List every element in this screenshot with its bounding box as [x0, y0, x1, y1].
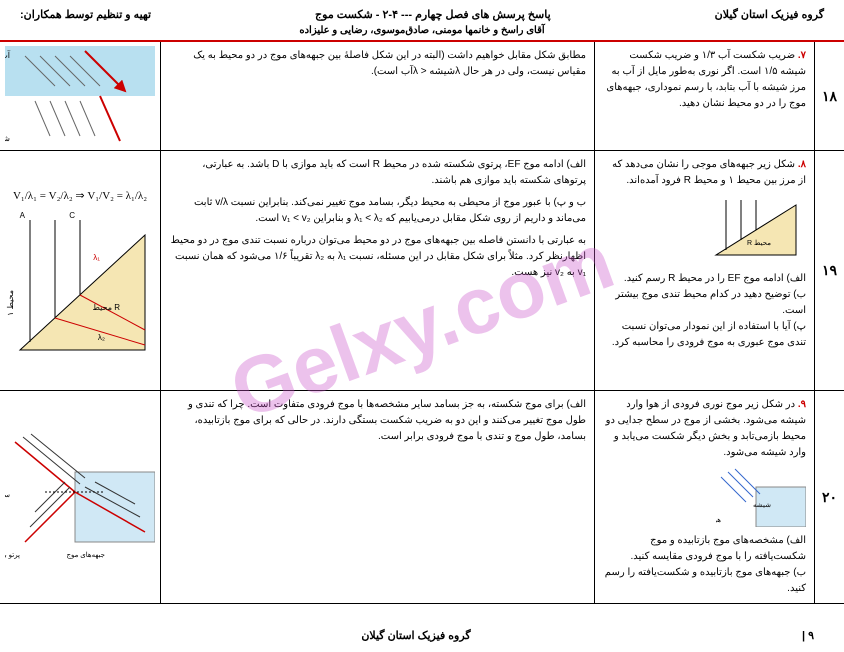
- question-text-a: در شکل زیر موج نوری فرودی از هوا وارد شی…: [606, 399, 806, 458]
- question-text-d: پ) آیا با استفاده از این نمودار می‌توان …: [603, 319, 806, 351]
- svg-text:شیشه: شیشه: [5, 134, 10, 143]
- svg-text:سطح شیشه: سطح شیشه: [5, 491, 10, 499]
- question-number: ۷.: [798, 50, 806, 61]
- footer-center: گروه فیزیک استان گیلان: [361, 629, 470, 642]
- answer-text-b: ب و پ) با عبور موج از محیطی به محیط دیگر…: [169, 195, 586, 227]
- svg-text:محیط ۱: محیط ۱: [6, 290, 15, 316]
- header-contributors: آقای راسخ و خانمها مومنی، صادق‌موسوی، رض…: [20, 25, 824, 36]
- svg-text:C: C: [69, 211, 75, 220]
- svg-text:λ₁: λ₁: [93, 253, 100, 262]
- header-left: تهیه و تنظیم توسط همکاران:: [20, 8, 151, 21]
- row-number: ۱۹: [814, 151, 844, 390]
- answer-text: الف) برای موج شکسته، به جز بسامد سایر مش…: [188, 399, 586, 442]
- question-cell: ۹. در شکل زیر موج نوری فرودی از هوا وارد…: [594, 391, 814, 603]
- svg-text:پرتو بازتابیده: پرتو بازتابیده: [5, 551, 20, 559]
- question-text-a: شکل زیر جبهه‌های موجی را نشان می‌دهد که …: [612, 159, 806, 186]
- question-text-c: ب) جبهه‌های موج بازتابیده و شکست‌یافته ر…: [603, 565, 806, 597]
- header-right: گروه فیزیک استان گیلان: [715, 8, 824, 21]
- question-cell: ۸. شکل زیر جبهه‌های موجی را نشان می‌دهد …: [594, 151, 814, 390]
- triangle-diagram-icon: A C λ₁ λ₂ محیط ۱ R محیط: [5, 210, 155, 360]
- header-center: پاسخ پرسش های فصل چهارم --- ۴-۲ - شکست م…: [315, 8, 551, 21]
- diagram-cell: سطح شیشه پرتو بازتابیده جبهه‌های موج: [0, 391, 160, 603]
- answer-text: مطابق شکل مقابل خواهیم داشت (البته در ای…: [193, 50, 586, 77]
- formula-text: V₁/λ₁ = V₂/λ₂ ⇒ V₁/V₂ = λ₁/λ₂: [5, 181, 155, 210]
- incident-wave-diagram: شیشه هوا: [603, 467, 806, 527]
- question-text: ضریب شکست آب ۱/۳ و ضریب شکست شیشه ۱/۵ اس…: [606, 50, 806, 109]
- svg-text:محیط R: محیط R: [747, 239, 771, 247]
- page-header: گروه فیزیک استان گیلان پاسخ پرسش های فصل…: [0, 0, 844, 42]
- svg-text:شیشه: شیشه: [753, 502, 771, 509]
- page-footer: ۹ | گروه فیزیک استان گیلان: [0, 629, 844, 642]
- table-row: ۲۰ ۹. در شکل زیر موج نوری فرودی از هوا و…: [0, 391, 844, 604]
- table-row: ۱۸ ۷. ضریب شکست آب ۱/۳ و ضریب شکست شیشه …: [0, 42, 844, 151]
- svg-text:A: A: [20, 211, 26, 220]
- header-top-row: گروه فیزیک استان گیلان پاسخ پرسش های فصل…: [20, 8, 824, 21]
- diagram-cell: V₁/λ₁ = V₂/λ₂ ⇒ V₁/V₂ = λ₁/λ₂ A C λ₁ λ₂ …: [0, 151, 160, 390]
- small-triangle-diagram: محیط R: [603, 195, 806, 265]
- row-number: ۱۸: [814, 42, 844, 150]
- question-number: ۹.: [798, 399, 806, 410]
- svg-text:R محیط: R محیط: [93, 303, 121, 312]
- svg-text:جبهه‌های موج: جبهه‌های موج: [66, 551, 105, 559]
- content-table: ۱۸ ۷. ضریب شکست آب ۱/۳ و ضریب شکست شیشه …: [0, 42, 844, 604]
- answer-text-a: الف) ادامه موج EF، پرتوی شکسته شده در مح…: [169, 157, 586, 189]
- answer-cell: الف) برای موج شکسته، به جز بسامد سایر مش…: [160, 391, 594, 603]
- answer-cell: مطابق شکل مقابل خواهیم داشت (البته در ای…: [160, 42, 594, 150]
- svg-text:هوا: هوا: [716, 516, 721, 524]
- footer-page: ۹ |: [802, 629, 814, 642]
- answer-cell: الف) ادامه موج EF، پرتوی شکسته شده در مح…: [160, 151, 594, 390]
- question-text-c: ب) توضیح دهید در کدام محیط تندی موج بیشت…: [603, 287, 806, 319]
- row-number: ۲۰: [814, 391, 844, 603]
- question-text-b: الف) ادامه موج EF را در محیط R رسم کنید.: [603, 271, 806, 287]
- question-cell: ۷. ضریب شکست آب ۱/۳ و ضریب شکست شیشه ۱/۵…: [594, 42, 814, 150]
- reflection-refraction-diagram-icon: سطح شیشه پرتو بازتابیده جبهه‌های موج: [5, 432, 155, 562]
- svg-text:λ₂: λ₂: [98, 333, 105, 342]
- svg-text:آب: آب: [5, 50, 11, 60]
- question-text-b: الف) مشخصه‌های موج بازتابیده و موج شکست‌…: [603, 533, 806, 565]
- diagram-cell: آب شیشه: [0, 42, 160, 150]
- answer-text-c: به عبارتی با دانستن فاصله بین جبهه‌های م…: [169, 233, 586, 281]
- table-row: ۱۹ ۸. شکل زیر جبهه‌های موجی را نشان می‌د…: [0, 151, 844, 391]
- refraction-diagram-icon: آب شیشه: [5, 46, 155, 146]
- question-number: ۸.: [798, 159, 806, 170]
